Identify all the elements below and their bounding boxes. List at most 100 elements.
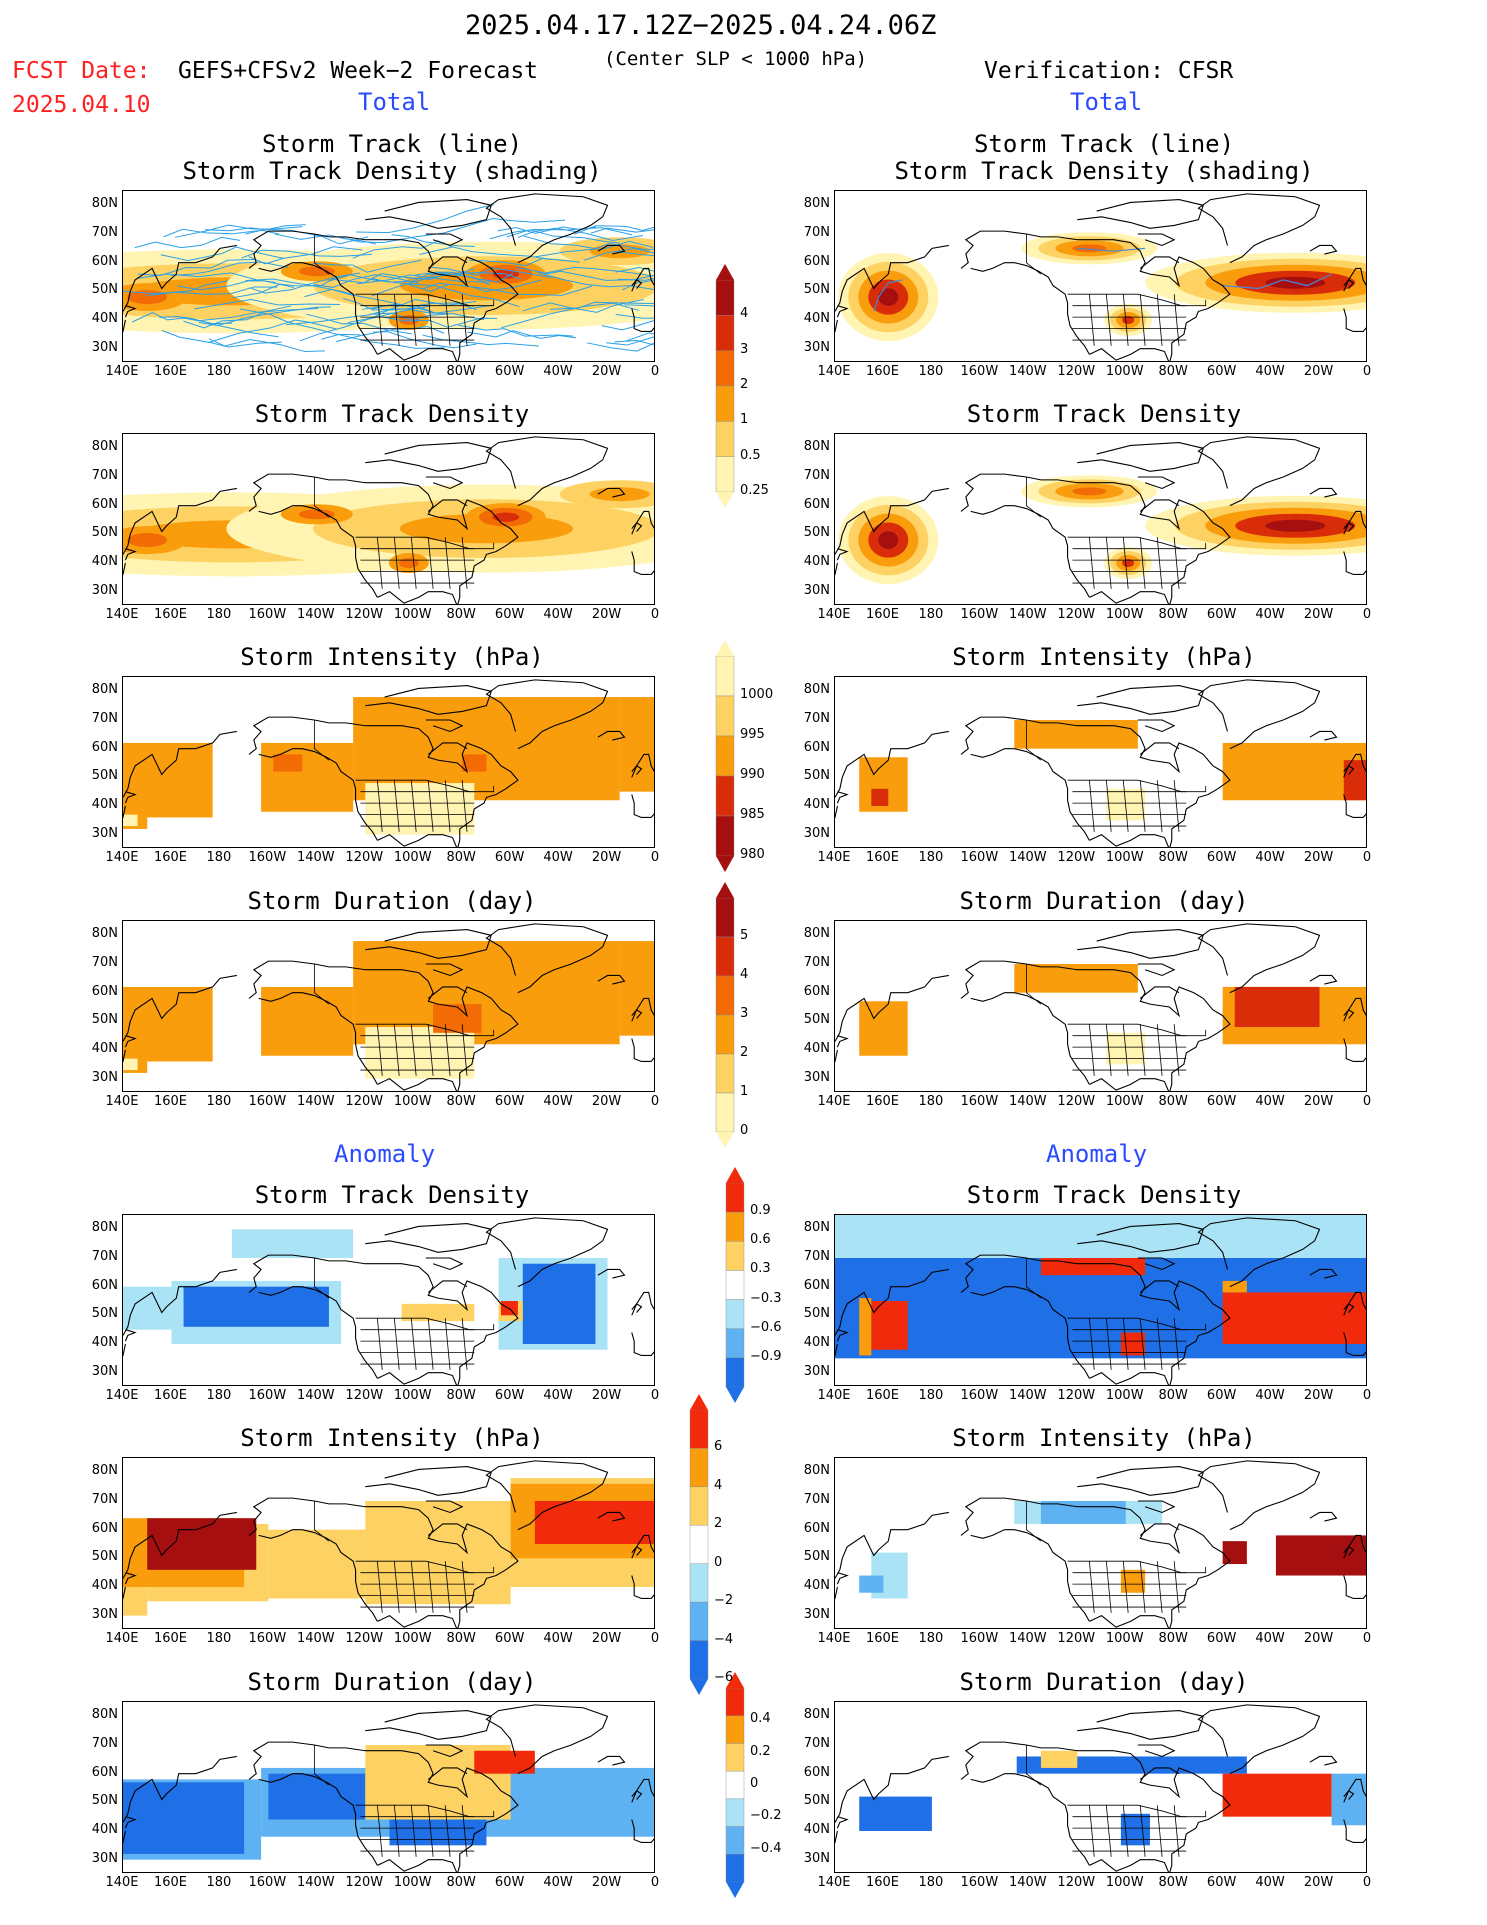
- lat-tick-label: 70N: [803, 225, 830, 240]
- colorbar-label: −0.2: [750, 1808, 782, 1824]
- lat-tick-label: 50N: [91, 282, 118, 298]
- density-core-west-pacific: [838, 496, 939, 585]
- lon-tick-label: 20W: [1303, 850, 1334, 865]
- lat-tick-label: 30N: [91, 825, 118, 841]
- lon-tick-label: 100W: [393, 607, 432, 622]
- political-borders: [313, 1501, 495, 1613]
- lon-tick-label: 160W: [248, 1388, 287, 1403]
- lon-tick-label: 120W: [1057, 1631, 1096, 1646]
- colorbar-swatch: [715, 1014, 735, 1055]
- colorbar-label: 980: [740, 847, 765, 862]
- lon-tick-label: 140E: [105, 364, 139, 379]
- lat-tick-label: 40N: [803, 1041, 830, 1056]
- lon-tick-label: 160W: [960, 1094, 999, 1109]
- lon-tick-label: 160E: [865, 1875, 899, 1890]
- lat-tick-label: 80N: [91, 926, 118, 942]
- colorbar-label: 6: [714, 1439, 723, 1455]
- section-anomaly-left: Anomaly: [334, 1140, 436, 1168]
- map-duration-anom-verification: [834, 1701, 1367, 1873]
- title-duration-left: Storm Duration (day): [247, 887, 537, 915]
- colorbar-duration-anom: [725, 1672, 745, 1898]
- colorbar-density-anom: [725, 1167, 745, 1403]
- lat-tick-label: 50N: [803, 1306, 830, 1322]
- lat-tick-label: 70N: [803, 1492, 830, 1507]
- lon-tick-label: 20W: [591, 607, 622, 622]
- colorbar-swatch: [689, 1486, 709, 1526]
- verification-label: Verification: CFSR: [984, 58, 1234, 84]
- colorbar-label: 3: [740, 341, 749, 357]
- colorbar-swatch: [715, 936, 735, 977]
- lon-tick-label: 0: [1362, 364, 1372, 379]
- political-borders: [313, 234, 495, 346]
- shaded-cells-deep: [1234, 986, 1320, 1028]
- lon-tick-label: 140W: [1008, 1388, 1047, 1403]
- anomaly-positive-medium: [859, 1280, 1247, 1356]
- colorbar-arrow-top: [726, 1167, 744, 1183]
- colorbar-density-total: [715, 264, 735, 508]
- lon-tick-label: 100W: [1105, 1388, 1144, 1403]
- lat-tick-label: 60N: [91, 496, 118, 512]
- colorbar-swatch: [715, 279, 735, 316]
- lat-tick-label: 80N: [803, 1220, 830, 1236]
- anomaly-negative-strong: [123, 1773, 487, 1854]
- colorbar-arrow-bottom: [716, 856, 734, 872]
- colorbar-swatch: [715, 975, 735, 1016]
- lon-tick-label: 20W: [591, 1875, 622, 1890]
- lon-tick-label: 120W: [1057, 1875, 1096, 1890]
- density-core-west-pacific: [123, 526, 188, 555]
- lat-tick-label: 60N: [803, 253, 830, 269]
- lon-tick-label: 120W: [345, 1388, 384, 1403]
- lon-tick-label: 160E: [153, 1388, 187, 1403]
- shaded-cells-deep: [871, 760, 1366, 806]
- lon-tick-label: 40W: [1255, 364, 1285, 379]
- lon-tick-label: 120W: [345, 364, 384, 379]
- coastlines: [123, 1704, 654, 1872]
- lon-tick-label: 180: [206, 850, 232, 865]
- lat-tick-label: 70N: [803, 1249, 830, 1264]
- density-core-plains: [1104, 547, 1153, 579]
- lon-tick-label: 60W: [1206, 1388, 1237, 1403]
- lon-tick-label: 20W: [1303, 1388, 1334, 1403]
- lon-tick-label: 100W: [1105, 1631, 1144, 1646]
- colorbar-swatch: [715, 735, 735, 777]
- lon-tick-label: 180: [918, 1094, 944, 1109]
- lat-tick-label: 40N: [803, 1335, 830, 1350]
- lon-tick-label: 120W: [1057, 607, 1096, 622]
- lon-tick-label: 140E: [105, 1094, 139, 1109]
- lon-tick-label: 160E: [153, 1875, 187, 1890]
- lon-tick-label: 160W: [960, 607, 999, 622]
- map-density-anom-forecast: [122, 1214, 655, 1386]
- lat-tick-label: 80N: [91, 439, 118, 455]
- map-track-verification: [834, 190, 1367, 362]
- lat-tick-label: 60N: [803, 739, 830, 755]
- lat-tick-label: 30N: [91, 1850, 118, 1866]
- lon-tick-label: 100W: [1105, 1094, 1144, 1109]
- coastlines: [123, 1217, 654, 1385]
- lat-tick-label: 80N: [803, 1707, 830, 1723]
- section-total-left: Total: [358, 88, 431, 116]
- lon-tick-label: 140E: [817, 364, 851, 379]
- title-density-right: Storm Track Density: [966, 400, 1242, 428]
- colorbar-swatch: [725, 1854, 745, 1883]
- lon-tick-label: 80W: [446, 850, 476, 865]
- lat-tick-label: 70N: [91, 468, 118, 483]
- lon-tick-label: 140E: [817, 1875, 851, 1890]
- coastlines: [835, 923, 1366, 1091]
- political-borders: [1025, 1258, 1207, 1370]
- colorbar-swatch: [725, 1770, 745, 1800]
- lon-tick-label: 80W: [446, 1875, 476, 1890]
- anomaly-positive-strong: [474, 1750, 535, 1774]
- colorbar-arrow-bottom: [726, 1387, 744, 1403]
- lat-tick-label: 80N: [91, 1220, 118, 1236]
- colorbar-arrow-top: [726, 1672, 744, 1688]
- anomaly-positive-medium: [1120, 1569, 1146, 1593]
- lon-tick-label: 60W: [1206, 1631, 1237, 1646]
- political-borders: [313, 720, 495, 832]
- lat-tick-label: 60N: [91, 1277, 118, 1293]
- lat-tick-label: 50N: [803, 1793, 830, 1809]
- map-intensity-anom-forecast: [122, 1457, 655, 1629]
- lon-tick-label: 20W: [591, 364, 622, 379]
- colorbar-swatch: [725, 1270, 745, 1300]
- lon-tick-label: 0: [650, 1094, 660, 1109]
- lon-tick-label: 180: [206, 1388, 232, 1403]
